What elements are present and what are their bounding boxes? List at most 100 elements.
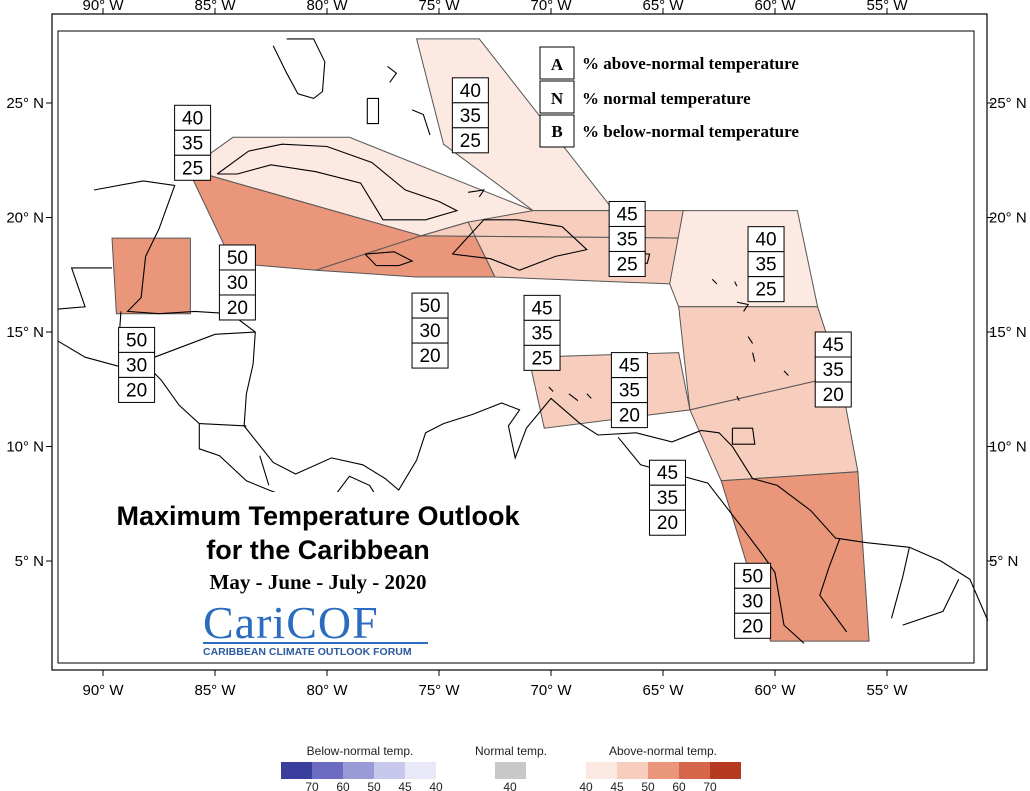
prob-cell bbox=[747, 276, 785, 303]
prob-above: 45 bbox=[531, 298, 552, 319]
prob-box-jamaica: 50 30 20 bbox=[411, 292, 449, 369]
prob-below: 20 bbox=[126, 380, 147, 401]
prob-below: 25 bbox=[617, 254, 638, 275]
colorbar-below-swatch bbox=[281, 762, 312, 779]
prob-cell bbox=[734, 612, 772, 639]
key-box-n bbox=[539, 80, 575, 114]
colorbar-below-swatch bbox=[405, 762, 436, 779]
lon-label-bottom: 65° W bbox=[642, 682, 684, 699]
title-line2: for the Caribbean bbox=[206, 535, 430, 565]
colorbar-below-title: Below-normal temp. bbox=[307, 744, 414, 758]
coastline-20 bbox=[568, 393, 579, 402]
prob-cell bbox=[451, 102, 489, 129]
lat-label-right: 20° N bbox=[989, 210, 1027, 227]
colorbar-above-swatch bbox=[586, 762, 617, 779]
lat-label-right: 10° N bbox=[989, 439, 1027, 456]
coastline-0 bbox=[272, 38, 326, 100]
logo-tagline: CARIBBEAN CLIMATE OUTLOOK FORUM bbox=[203, 646, 412, 658]
coastline-26 bbox=[58, 267, 112, 310]
colorbar-above-swatch bbox=[710, 762, 741, 779]
prob-normal: 35 bbox=[657, 488, 678, 509]
title-line1: Maximum Temperature Outlook bbox=[116, 501, 520, 531]
prob-below: 25 bbox=[182, 158, 203, 179]
title-period: May - June - July - 2020 bbox=[210, 570, 427, 594]
lon-label-bottom: 85° W bbox=[194, 682, 236, 699]
key-box-b bbox=[539, 114, 575, 148]
coastline-5 bbox=[93, 180, 989, 621]
map-inner-frame bbox=[57, 30, 975, 664]
prob-cell bbox=[648, 509, 686, 536]
colorbar-above-tick: 50 bbox=[641, 780, 655, 791]
coastline-17 bbox=[711, 278, 718, 285]
colorbar-above-tick: 60 bbox=[672, 780, 686, 791]
colorbar-above-swatch bbox=[617, 762, 648, 779]
key-box-a bbox=[539, 46, 575, 80]
prob-normal: 30 bbox=[419, 321, 440, 342]
key-text-below: % below-normal temperature bbox=[582, 122, 799, 141]
coastline-30 bbox=[259, 455, 270, 486]
lat-label-right: 25° N bbox=[989, 95, 1027, 112]
key-letter-b: B bbox=[551, 122, 562, 141]
lon-label-top: 75° W bbox=[418, 0, 460, 14]
prob-normal: 30 bbox=[126, 355, 147, 376]
logo-wordmark: CariCOF bbox=[203, 597, 379, 648]
prob-cell bbox=[608, 200, 646, 227]
lat-label-left: 15° N bbox=[6, 324, 44, 341]
colorbar-above-tick: 70 bbox=[703, 780, 717, 791]
coastline-24 bbox=[890, 547, 910, 619]
lon-label-top: 65° W bbox=[642, 0, 684, 14]
colorbar-above-tick: 40 bbox=[579, 780, 593, 791]
colorbar-below-tick: 70 bbox=[305, 780, 319, 791]
prob-cell bbox=[411, 292, 449, 319]
prob-normal: 35 bbox=[531, 323, 552, 344]
prob-box-cuba: 40 35 25 bbox=[174, 104, 212, 181]
prob-below: 20 bbox=[227, 298, 248, 319]
prob-below: 25 bbox=[755, 280, 776, 301]
colorbar-normal-tick: 40 bbox=[503, 780, 517, 791]
coastline-7 bbox=[731, 427, 756, 445]
coastline-28 bbox=[154, 331, 256, 358]
prob-cell bbox=[118, 351, 156, 378]
prob-normal: 35 bbox=[182, 133, 203, 154]
coastline-9 bbox=[387, 65, 398, 83]
coastline-29 bbox=[199, 423, 247, 427]
prob-above: 50 bbox=[126, 330, 147, 351]
prob-cell bbox=[734, 587, 772, 614]
prob-normal: 35 bbox=[460, 106, 481, 127]
prob-above: 45 bbox=[823, 335, 844, 356]
prob-above: 50 bbox=[227, 248, 248, 269]
coastline-8 bbox=[366, 97, 380, 125]
colorbar-above-tick: 45 bbox=[610, 780, 624, 791]
colorbar-below-swatch bbox=[343, 762, 374, 779]
caricof-logo: CariCOF CARIBBEAN CLIMATE OUTLOOK FORUM bbox=[203, 597, 428, 658]
lon-label-top: 80° W bbox=[306, 0, 348, 14]
colorbar-normal-title: Normal temp. bbox=[475, 744, 547, 758]
coastline-13 bbox=[747, 336, 754, 344]
lon-label-top: 55° W bbox=[866, 0, 908, 14]
prob-cell bbox=[610, 402, 648, 429]
prob-cell bbox=[218, 294, 256, 321]
prob-cell bbox=[814, 331, 852, 358]
lat-label-right: 5° N bbox=[989, 553, 1018, 570]
lon-label-bottom: 55° W bbox=[866, 682, 908, 699]
prob-above: 40 bbox=[182, 108, 203, 129]
colorbar-above-title: Above-normal temp. bbox=[609, 744, 717, 758]
prob-below: 25 bbox=[460, 131, 481, 152]
prob-box-trinidad: 45 35 20 bbox=[648, 459, 686, 536]
colorbar-below-swatch bbox=[374, 762, 405, 779]
prob-above: 45 bbox=[619, 356, 640, 377]
prob-box-bahamas: 40 35 25 bbox=[451, 77, 489, 154]
prob-box-western-caribbean: 50 30 20 bbox=[218, 244, 256, 321]
prob-below: 20 bbox=[619, 406, 640, 427]
prob-below: 25 bbox=[531, 348, 552, 369]
coastline-10 bbox=[411, 109, 431, 136]
prob-normal: 35 bbox=[755, 255, 776, 276]
colorbar-normal-swatch bbox=[495, 762, 526, 779]
prob-cell bbox=[118, 326, 156, 353]
prob-below: 20 bbox=[742, 616, 763, 637]
region-leeward-islands bbox=[669, 210, 819, 308]
prob-below: 20 bbox=[657, 513, 678, 534]
coastline-1 bbox=[216, 143, 459, 221]
colorbar-below-tick: 60 bbox=[336, 780, 350, 791]
lon-label-top: 85° W bbox=[194, 0, 236, 14]
